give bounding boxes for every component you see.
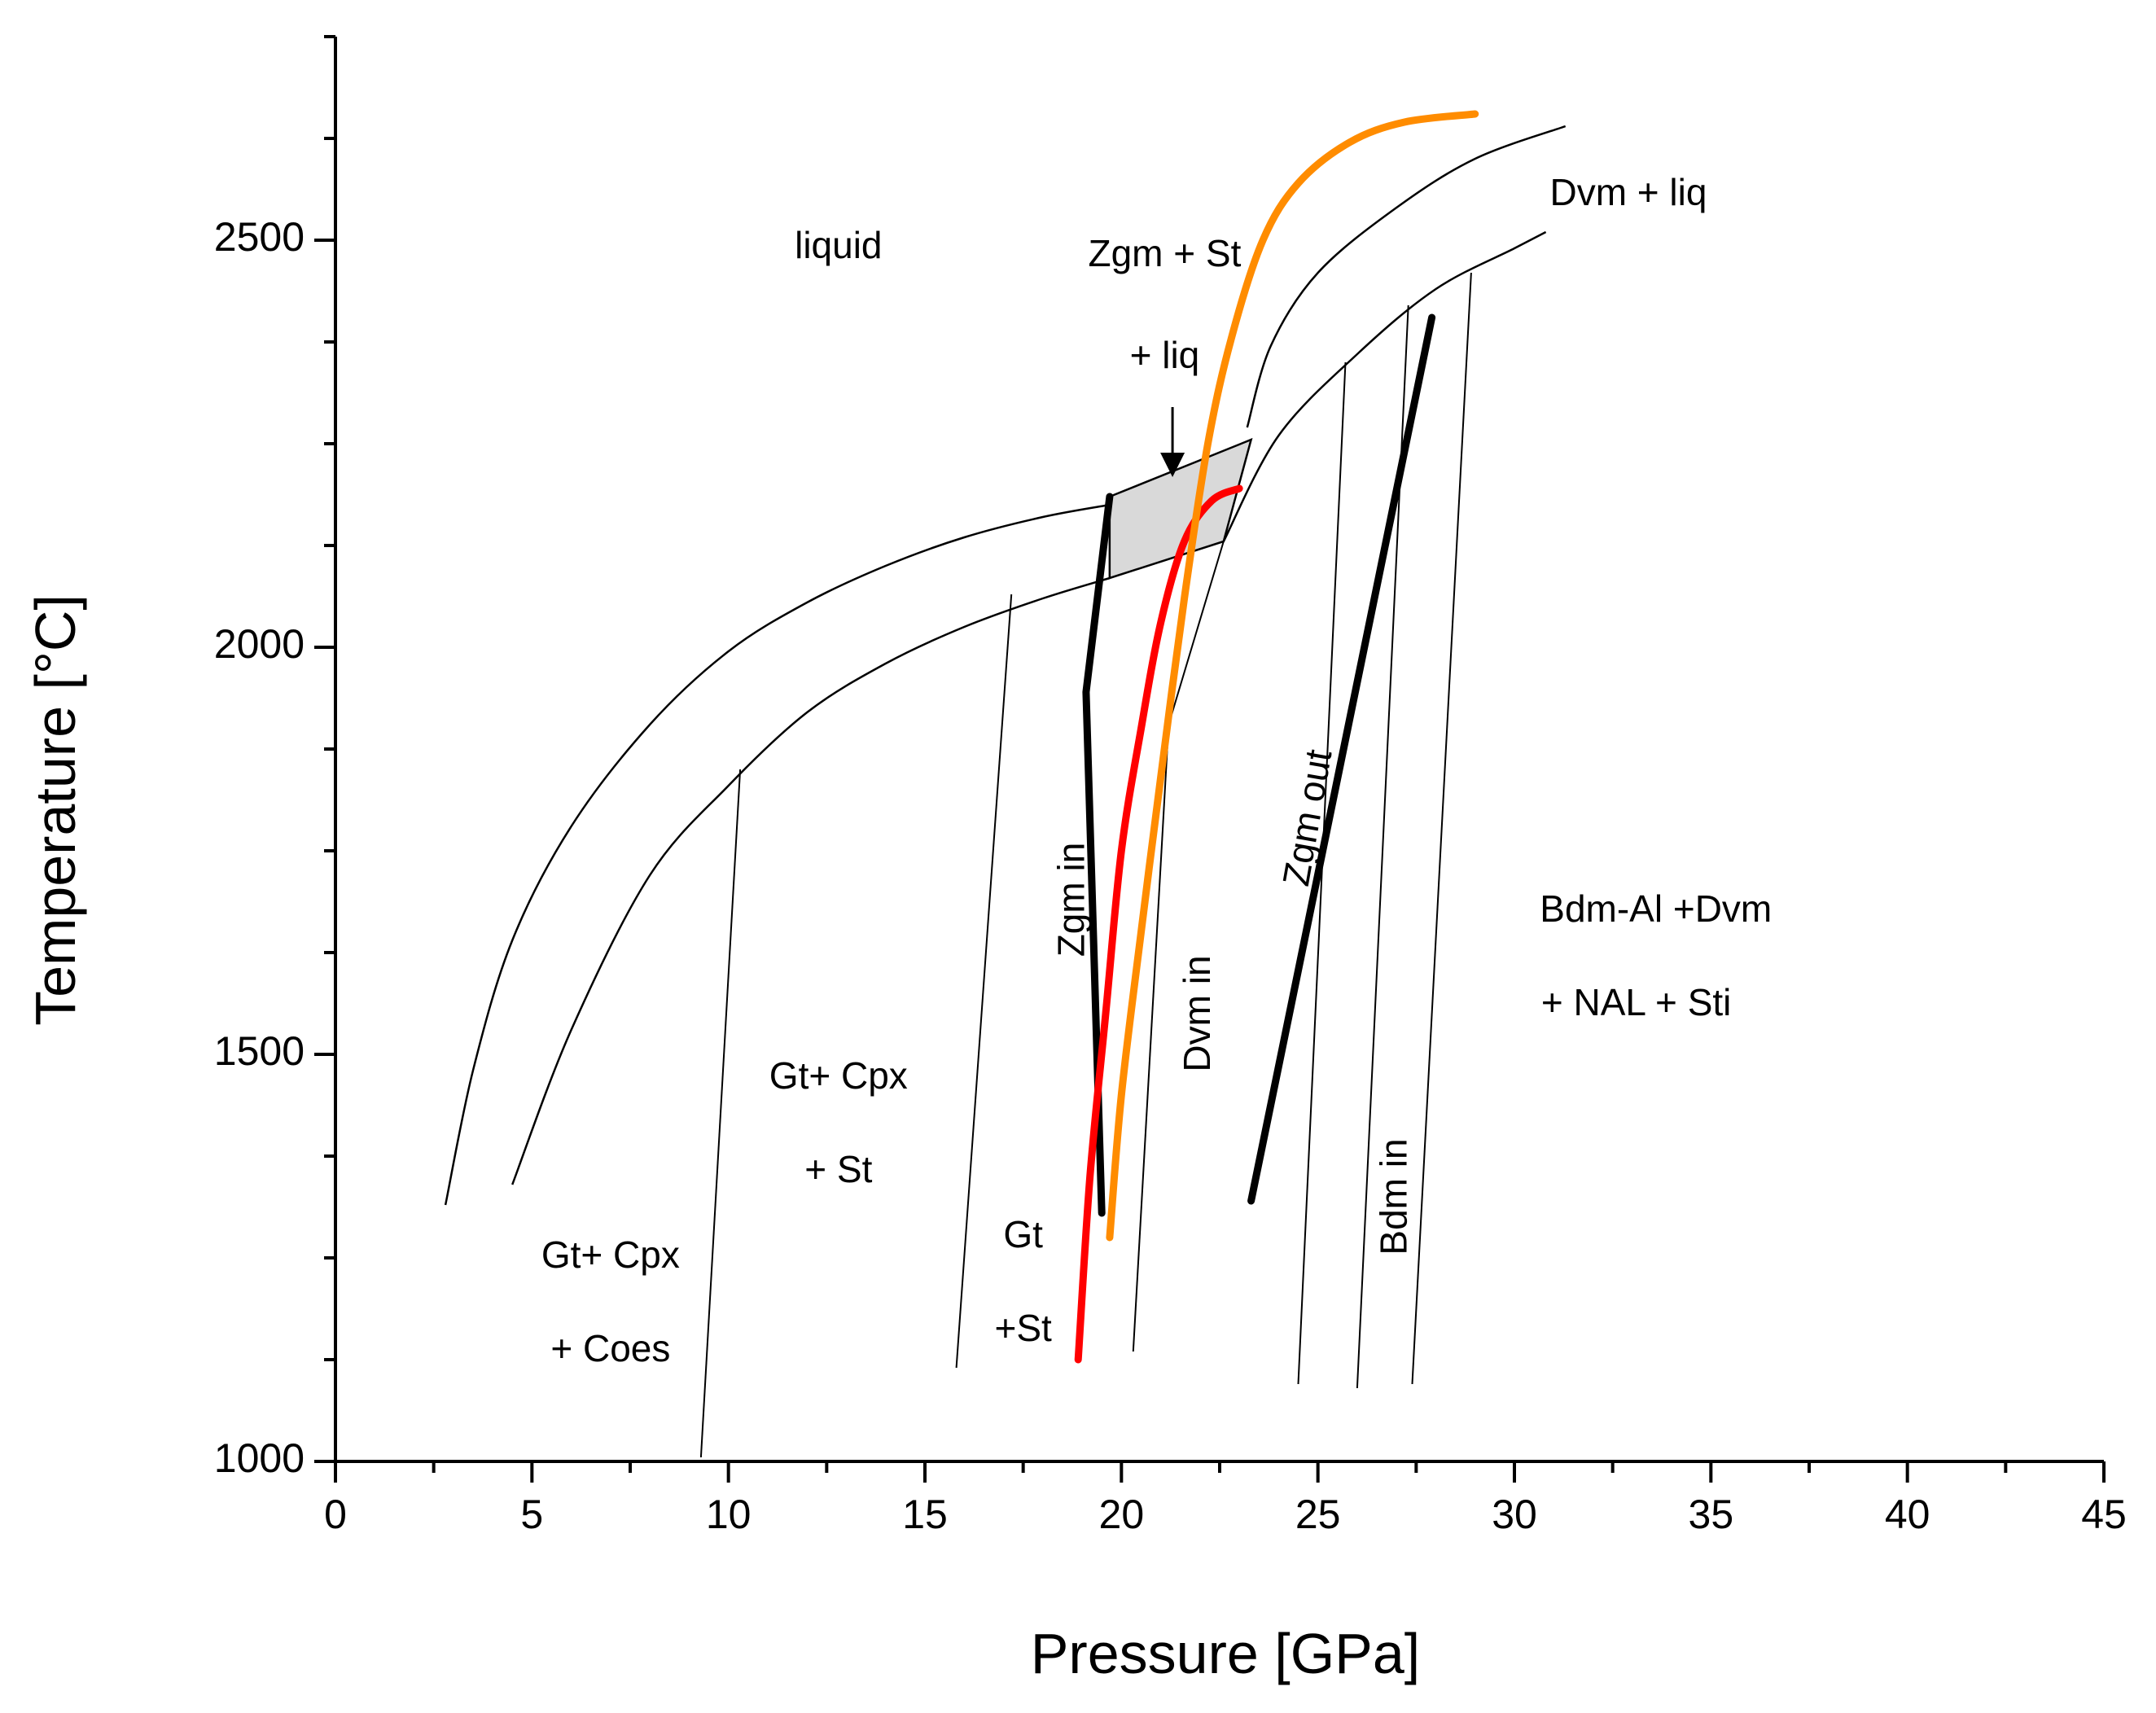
- curve-gt-cpx-coes: [699, 769, 742, 1458]
- region-label-7: + St: [804, 1148, 872, 1190]
- y-tick-label: 1500: [214, 1028, 305, 1074]
- region-label-1: Zgm + St: [1088, 232, 1241, 274]
- curve-melt-slope: [1168, 541, 1225, 725]
- x-tick-label: 20: [1099, 1492, 1145, 1537]
- region-label-8: Gt: [1003, 1213, 1043, 1255]
- curve-orange-adiabat: [1106, 110, 1479, 1242]
- curve-solidus-lower: [511, 576, 1111, 1185]
- curve-solidus-dvm: [1222, 230, 1547, 542]
- region-label-10: Gt+ Cpx: [541, 1233, 680, 1276]
- curve-boundary-3: [1411, 272, 1472, 1385]
- x-tick-label: 30: [1492, 1492, 1537, 1537]
- x-tick-label: 10: [706, 1492, 752, 1537]
- y-tick-label: 2000: [214, 621, 305, 667]
- region-label-6: Gt+ Cpx: [769, 1054, 908, 1097]
- region-label-11: + Coes: [550, 1327, 670, 1369]
- y-tick-label: 2500: [214, 214, 305, 260]
- curve-solidus-upper: [444, 503, 1111, 1206]
- x-tick-label: 0: [324, 1492, 347, 1537]
- region-label-4: Bdm-Al +Dvm: [1540, 887, 1772, 930]
- curve-zgm-in: [1082, 493, 1114, 1217]
- x-tick-label: 25: [1295, 1492, 1341, 1537]
- curve-dvm-in: [1132, 724, 1170, 1352]
- x-tick-label: 45: [2081, 1492, 2127, 1537]
- curve-liquidus-dvm: [1246, 125, 1567, 428]
- curve-red-adiabat: [1074, 484, 1243, 1364]
- curve-zgm-out: [1247, 313, 1436, 1205]
- region-label-9: +St: [995, 1307, 1053, 1349]
- region-label-15: Bdm in: [1372, 1138, 1414, 1255]
- x-tick-label: 40: [1885, 1492, 1930, 1537]
- region-label-5: + NAL + Sti: [1541, 981, 1732, 1023]
- x-tick-label: 15: [902, 1492, 948, 1537]
- y-axis-title: Temperature [°C]: [24, 594, 87, 1026]
- y-tick-label: 1000: [214, 1435, 305, 1481]
- region-label-2: + liq: [1130, 334, 1200, 376]
- x-tick-label: 5: [520, 1492, 543, 1537]
- region-label-13: Dvm in: [1176, 955, 1218, 1071]
- x-axis-title: Pressure [GPa]: [1031, 1622, 1421, 1685]
- curve-gt-cpx-st: [955, 594, 1013, 1369]
- x-tick-label: 35: [1689, 1492, 1734, 1537]
- region-label-0: liquid: [795, 224, 882, 266]
- region-label-3: Dvm + liq: [1549, 171, 1707, 213]
- region-label-12: Zgm in: [1050, 843, 1093, 957]
